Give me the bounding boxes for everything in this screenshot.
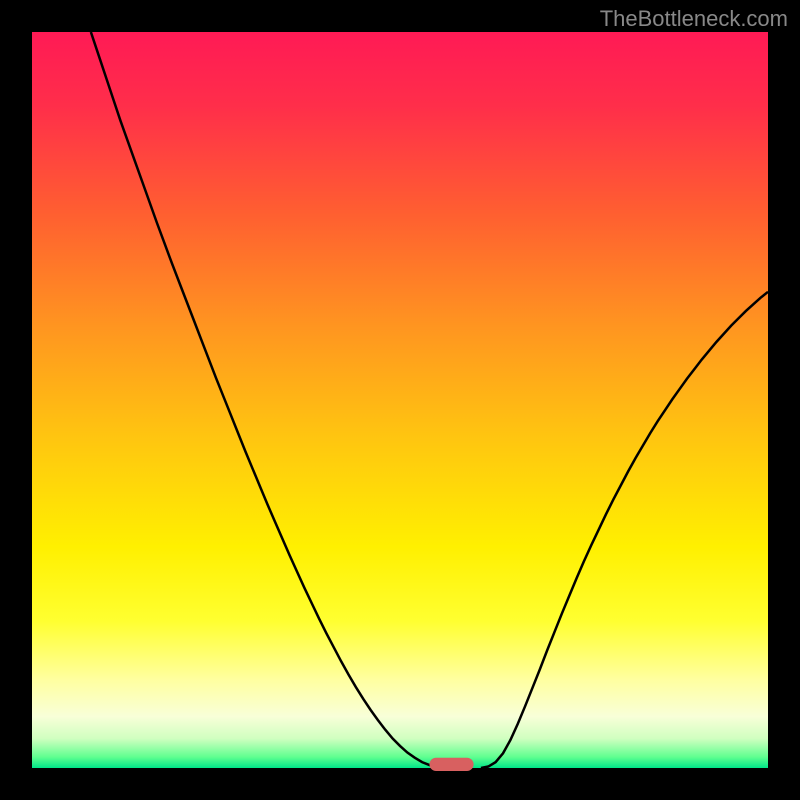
chart-container: TheBottleneck.com [0,0,800,800]
watermark-text: TheBottleneck.com [600,6,788,32]
bottleneck-marker [429,758,473,771]
bottleneck-chart [0,0,800,800]
